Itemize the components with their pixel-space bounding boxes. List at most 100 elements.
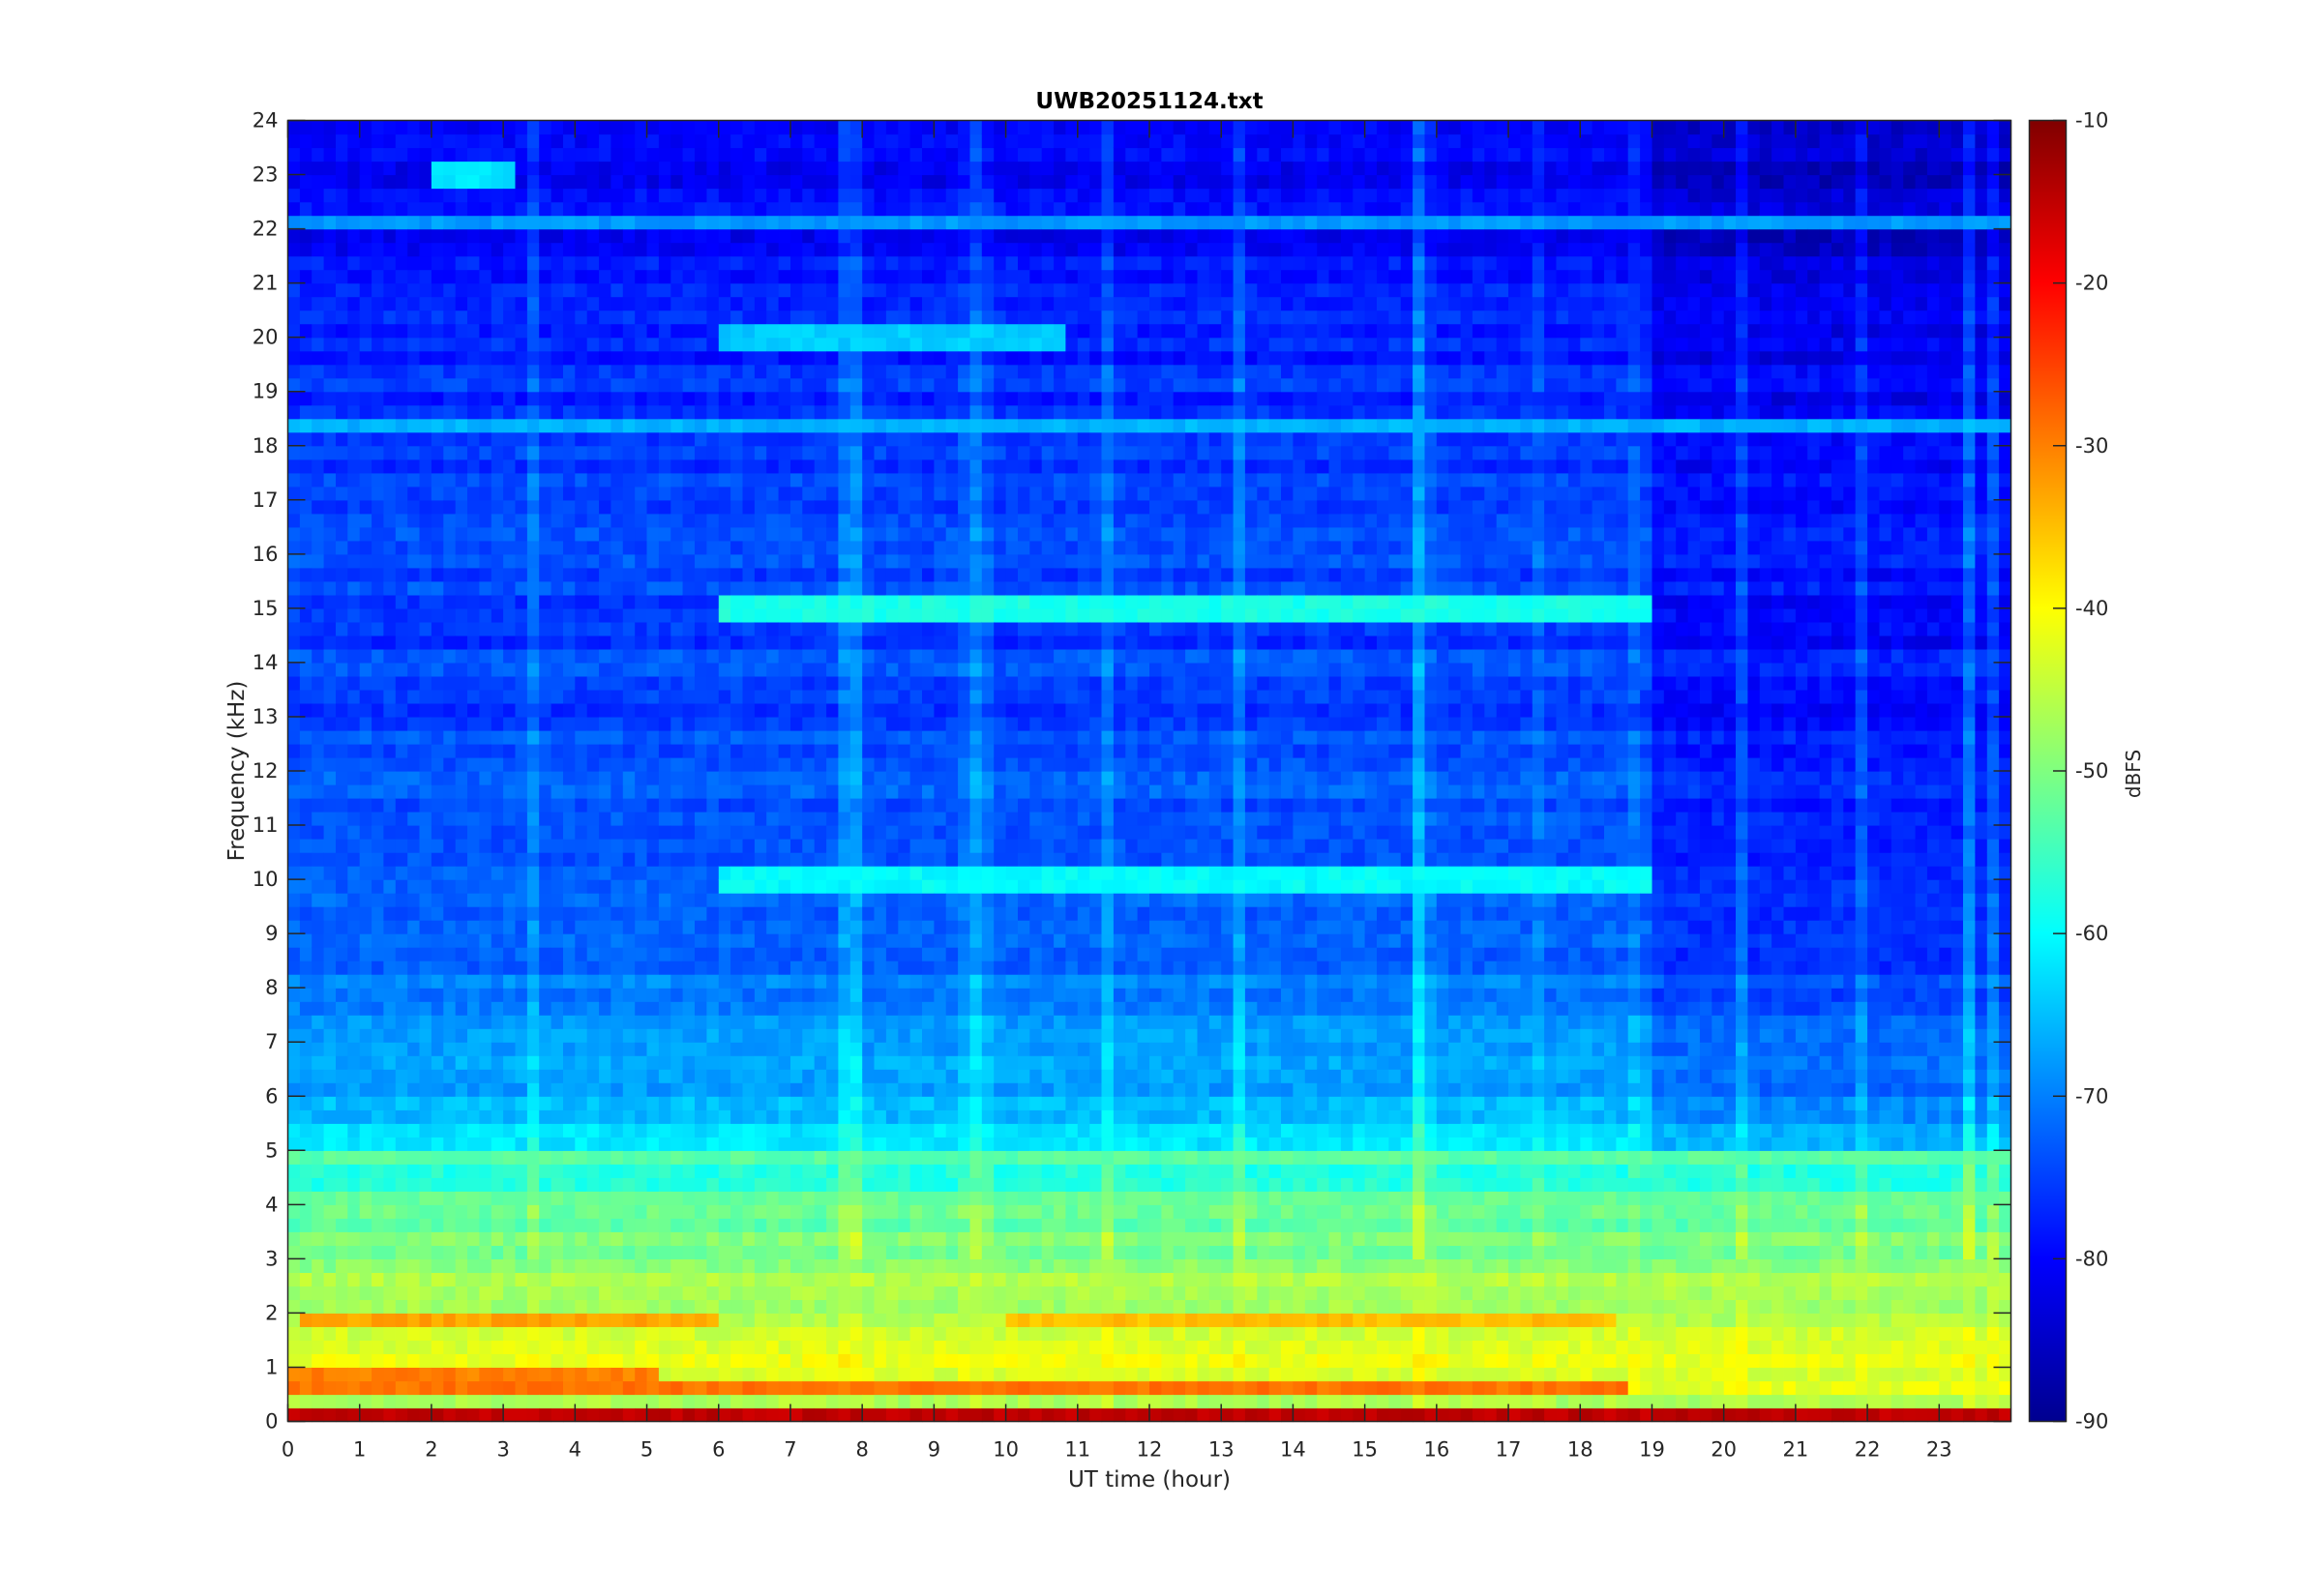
heatmap-cell [395,607,408,623]
heatmap-cell [551,1177,564,1192]
heatmap-cell [682,1001,696,1016]
heatmap-cell [575,852,588,867]
heatmap-cell [874,269,887,284]
heatmap-cell [455,947,468,961]
heatmap-cell [766,526,780,542]
heatmap-cell [706,242,720,257]
heatmap-cell [706,933,720,948]
heatmap-cell [515,1164,528,1178]
heatmap-cell [467,242,480,257]
heatmap-cell [790,337,803,352]
heatmap-cell [898,852,911,867]
heatmap-cell [503,771,517,785]
heatmap-cell [898,825,911,840]
heatmap-cell [323,1096,337,1110]
heatmap-cell [826,310,840,325]
heatmap-cell [455,1286,468,1301]
heatmap-cell [790,269,803,284]
heatmap-cell [610,879,624,894]
heatmap-cell [563,648,576,664]
heatmap-cell [814,1096,827,1110]
heatmap-cell [766,1407,780,1423]
heatmap-cell [862,1191,876,1205]
heatmap-cell [766,472,780,488]
heatmap-cell [515,1313,528,1328]
heatmap-cell [419,933,432,948]
heatmap-cell [849,242,863,257]
heatmap-cell [849,1299,863,1315]
heatmap-cell [443,947,457,961]
heatmap-cell [515,730,528,745]
heatmap-cell [575,1394,588,1409]
heatmap-cell [563,147,576,163]
heatmap-cell [802,147,816,163]
heatmap-cell [479,1367,492,1382]
heatmap-cell [575,1137,588,1151]
heatmap-cell [323,391,337,406]
heatmap-cell [336,906,348,921]
heatmap-cell [395,174,408,190]
heatmap-cell [299,540,313,555]
heatmap-cell [575,757,588,772]
heatmap-cell [885,228,899,244]
heatmap-cell [323,839,337,853]
heatmap-cell [742,988,756,1002]
heatmap-cell [575,337,588,352]
heatmap-cell [443,1137,457,1151]
heatmap-cell [359,1313,372,1328]
heatmap-cell [551,1137,564,1151]
heatmap-cell [323,1326,337,1342]
heatmap-cell [372,418,385,433]
heatmap-cell [635,1272,648,1287]
heatmap-cell [503,1286,517,1301]
heatmap-cell [790,553,803,569]
heatmap-cell [383,391,397,406]
heatmap-cell [299,1367,313,1382]
heatmap-cell [885,607,899,623]
heatmap-cell [826,513,840,528]
heatmap-cell [359,1272,372,1287]
heatmap-cell [467,1313,480,1328]
heatmap-cell [610,621,624,636]
heatmap-cell [312,323,325,339]
heatmap-cell [802,933,816,948]
heatmap-cell [766,1353,780,1369]
heatmap-cell [526,798,540,813]
heatmap-cell [838,310,851,325]
heatmap-cell [419,364,432,379]
heatmap-cell [299,1082,313,1097]
heatmap-cell [658,1367,671,1382]
heatmap-cell [658,499,671,515]
heatmap-cell [826,784,840,799]
heatmap-cell [563,1299,576,1315]
heatmap-cell [718,1340,731,1355]
heatmap-cell [323,296,337,311]
heatmap-cell [491,486,504,501]
heatmap-cell [575,1150,588,1165]
heatmap-cell [599,1109,612,1124]
heatmap-cell [754,580,767,596]
heatmap-cell [622,744,636,758]
heatmap-cell [443,391,457,406]
heatmap-cell [479,1272,492,1287]
heatmap-cell [862,540,876,555]
heatmap-cell [539,879,552,894]
heatmap-cell [515,486,528,501]
heatmap-cell [658,513,671,528]
heatmap-cell [599,255,612,271]
heatmap-cell [455,974,468,989]
heatmap-cell [299,499,313,515]
heatmap-cell [431,1096,444,1110]
heatmap-cell [491,947,504,961]
heatmap-cell [874,1042,887,1056]
heatmap-cell [646,1353,660,1369]
heatmap-cell [742,120,756,135]
heatmap-cell [526,310,540,325]
heatmap-cell [838,431,851,447]
heatmap-cell [467,906,480,921]
heatmap-cell [336,1272,348,1287]
heatmap-cell [670,988,684,1002]
heatmap-cell [754,1204,767,1219]
heatmap-cell [695,689,707,704]
heatmap-cell [695,1326,707,1342]
